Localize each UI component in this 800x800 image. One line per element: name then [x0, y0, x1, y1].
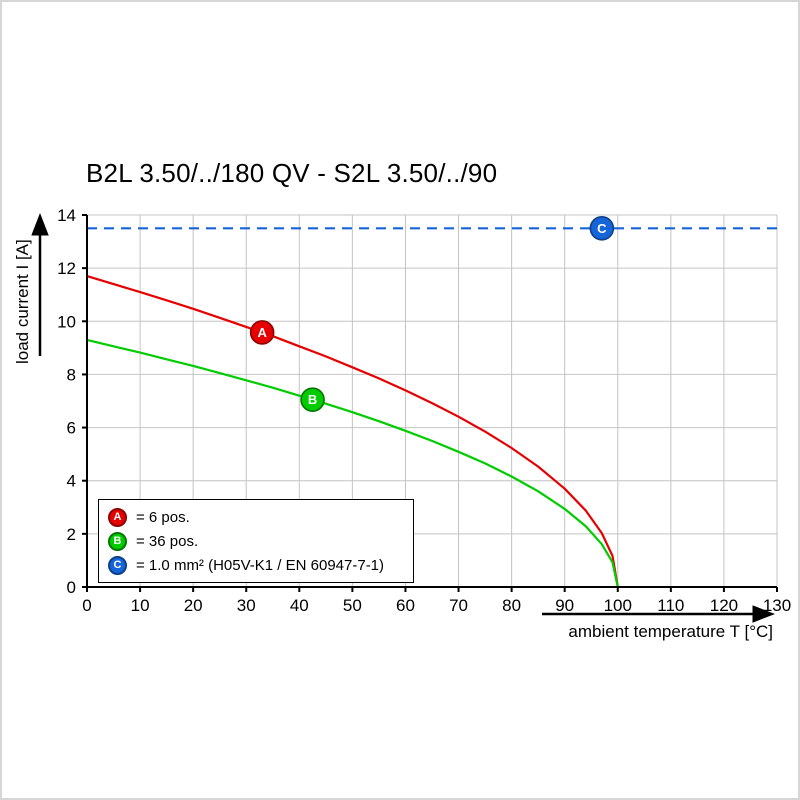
x-tick-label: 30: [237, 596, 256, 615]
y-tick-label: 8: [67, 365, 76, 384]
x-tick-label: 0: [82, 596, 91, 615]
x-tick-label: 100: [604, 596, 632, 615]
y-tick-label: 2: [67, 525, 76, 544]
x-tick-label: 110: [657, 596, 684, 615]
series-marker-letter: B: [308, 392, 317, 407]
series-marker-letter: A: [257, 325, 267, 340]
x-tick-label: 60: [396, 596, 415, 615]
y-tick-label: 14: [57, 206, 76, 225]
series-marker-C: [589, 215, 615, 241]
x-tick-label: 20: [184, 596, 203, 615]
legend-box: A = 6 pos. B = 36 pos. C = 1.0 mm² (H05V-K1 /…: [98, 499, 414, 583]
x-axis-title: ambient temperature T [°C]: [568, 622, 773, 641]
series-curve-A: [86, 275, 619, 588]
x-tick-label: 120: [710, 596, 738, 615]
series-marker-letter: C: [597, 221, 607, 236]
chart-title: B2L 3.50/../180 QV - S2L 3.50/../90: [86, 158, 498, 188]
legend-label: = 6 pos.: [136, 508, 190, 526]
legend-label: = 1.0 mm² (H05V-K1 / EN 60947-7-1): [136, 556, 385, 574]
y-tick-label: 4: [67, 472, 76, 491]
legend-marker-C-icon: C: [108, 555, 127, 575]
legend-item: B = 36 pos.: [108, 529, 404, 553]
legend-label: = 36 pos.: [136, 532, 199, 550]
legend-marker-A-icon: A: [108, 507, 127, 527]
legend-item: C = 1.0 mm² (H05V-K1 / EN 60947-7-1): [108, 553, 404, 577]
x-tick-label: 80: [502, 596, 521, 615]
series-marker-B: [300, 387, 325, 412]
x-tick-label: 130: [763, 596, 791, 615]
x-tick-label: 10: [131, 596, 150, 615]
series-marker-A: [249, 320, 275, 345]
legend-marker-B-icon: B: [108, 531, 127, 551]
y-tick-label: 6: [67, 419, 76, 438]
x-tick-label: 70: [449, 596, 468, 615]
series-curve-B: [86, 338, 619, 588]
y-tick-label: 10: [57, 312, 76, 331]
y-tick-label: 12: [57, 259, 76, 278]
x-tick-label: 50: [343, 596, 362, 615]
x-tick-label: 40: [290, 596, 309, 615]
legend-item: A = 6 pos.: [108, 505, 404, 529]
y-tick-label: 0: [67, 578, 76, 597]
x-tick-label: 90: [555, 596, 574, 615]
